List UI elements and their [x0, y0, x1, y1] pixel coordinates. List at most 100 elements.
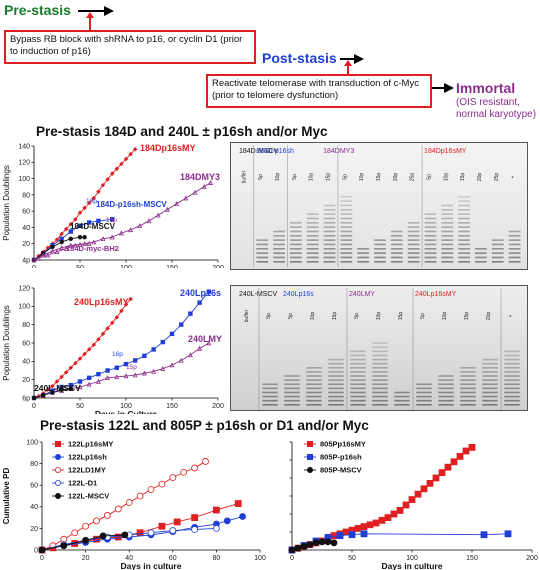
- data-point-805Pp16sMY: [438, 469, 446, 476]
- gel-band: [460, 399, 476, 402]
- gel-band: [323, 256, 336, 259]
- gel-band: [323, 213, 336, 215]
- data-point-122LD1MY: [104, 512, 111, 519]
- data-point-240Lp16s: [188, 311, 193, 316]
- gel-band: [458, 222, 471, 224]
- data-point-805Pp16sMY: [414, 490, 422, 498]
- gel-band: [374, 256, 386, 259]
- y-tick-label: 20: [22, 241, 30, 248]
- gel-group-header: 240Lp16sMY: [415, 291, 457, 298]
- gel-lane-label: +: [511, 175, 517, 178]
- gel-band: [491, 256, 504, 259]
- gel-band: [284, 379, 300, 381]
- data-point-184D-myc-BH2: [86, 241, 92, 246]
- x-tick-label: 100: [406, 555, 418, 562]
- gel-band: [407, 230, 420, 233]
- gel-band: [306, 252, 319, 254]
- gel-band: [357, 248, 370, 250]
- gel-band: [306, 261, 319, 263]
- data-point-122LD1MY: [93, 517, 100, 525]
- data-point-240Lp16s: [87, 375, 92, 381]
- data-point-122LD1MY: [82, 522, 89, 530]
- gel-band: [504, 404, 520, 406]
- data-point-122Lp16sMY: [158, 522, 166, 530]
- data-point-184DMY3: [192, 189, 198, 195]
- gel-band: [284, 383, 300, 386]
- gel-band: [441, 256, 454, 259]
- series-label: 184D-p16sh-MSCV: [96, 200, 167, 209]
- data-point-184DMY3: [174, 201, 180, 207]
- gel-lane-label: 25p: [494, 173, 500, 182]
- x-tick-label: 40: [125, 555, 133, 562]
- gel-band: [340, 256, 353, 259]
- gel-band: [475, 248, 487, 250]
- gel-band: [374, 261, 386, 263]
- gel-lane-label: 15p: [460, 173, 466, 182]
- gel-band: [340, 226, 353, 228]
- legend-entry: 122LD1MY: [68, 466, 106, 475]
- gel-band: [284, 404, 300, 406]
- x-tick-label: 150: [166, 265, 178, 268]
- gel-band: [482, 362, 498, 365]
- data-point-122Lp16sMY: [191, 514, 199, 521]
- gel-band: [441, 217, 454, 220]
- series-line-184D-myc-BH2: [33, 243, 90, 261]
- gel-band: [306, 375, 322, 377]
- gel-band: [289, 235, 302, 237]
- gel-lane-label: buffer: [244, 309, 250, 322]
- gel-band: [407, 235, 420, 237]
- gel-band: [424, 222, 437, 224]
- gel-band: [323, 235, 336, 237]
- data-point-805Pp16sMY: [342, 528, 350, 536]
- gel-band: [407, 226, 420, 228]
- gel-band: [424, 235, 437, 237]
- gel-band: [508, 256, 521, 259]
- y-tick-label: 60: [22, 340, 30, 347]
- gel-band: [394, 399, 410, 402]
- gel-band: [438, 399, 454, 402]
- gel-band: [323, 252, 336, 254]
- gel-band: [306, 395, 322, 398]
- gel-band: [372, 367, 388, 369]
- data-point-805Pp16sMY: [378, 516, 386, 524]
- gel-lane-label: 5p: [426, 174, 432, 180]
- gel-band: [460, 391, 476, 394]
- gel-band: [424, 217, 437, 220]
- y-tick-label: 40: [22, 359, 30, 366]
- data-point-184DMY3: [146, 218, 152, 224]
- legend-entry: 122L-D1: [68, 479, 97, 488]
- x-tick-label: 0: [32, 403, 36, 410]
- x-tick-label: 0: [32, 265, 36, 268]
- gel-band: [390, 239, 403, 241]
- gel-lane-label: 5p: [354, 313, 360, 319]
- gel-band: [441, 261, 454, 263]
- data-point-184Dp16sMY: [100, 182, 106, 188]
- gel-band: [504, 391, 520, 394]
- gel-band: [340, 230, 353, 233]
- gel-band: [441, 243, 454, 246]
- data-point-805P-MSCV: [330, 539, 338, 547]
- gel-band: [256, 248, 269, 250]
- gel-band: [284, 387, 300, 390]
- data-point-240LMY: [95, 378, 101, 384]
- gel-band: [438, 379, 454, 381]
- gel-band: [323, 239, 336, 241]
- gel-band: [416, 399, 432, 402]
- gel-band: [306, 256, 319, 259]
- y-tick-label: 120: [18, 285, 30, 292]
- y-tick-label: 20: [22, 377, 30, 384]
- y-tick-label: 100: [18, 176, 30, 183]
- data-point-184DMY3: [63, 245, 69, 251]
- data-point-122L-D1: [169, 527, 177, 534]
- gel-band: [504, 387, 520, 390]
- gel-band: [438, 383, 454, 386]
- gel-band: [273, 256, 285, 259]
- gel-band: [416, 404, 432, 406]
- data-point-240LMY: [123, 373, 129, 379]
- series-label: 240Lp16sMY: [74, 297, 129, 307]
- data-point-184DMY3: [155, 212, 161, 218]
- post-stasis-arrowhead: [354, 54, 364, 64]
- data-point-122LD1MY: [71, 529, 79, 537]
- gel-lane-label: 5p: [342, 174, 348, 180]
- data-point-240Lp16sMY: [54, 379, 60, 384]
